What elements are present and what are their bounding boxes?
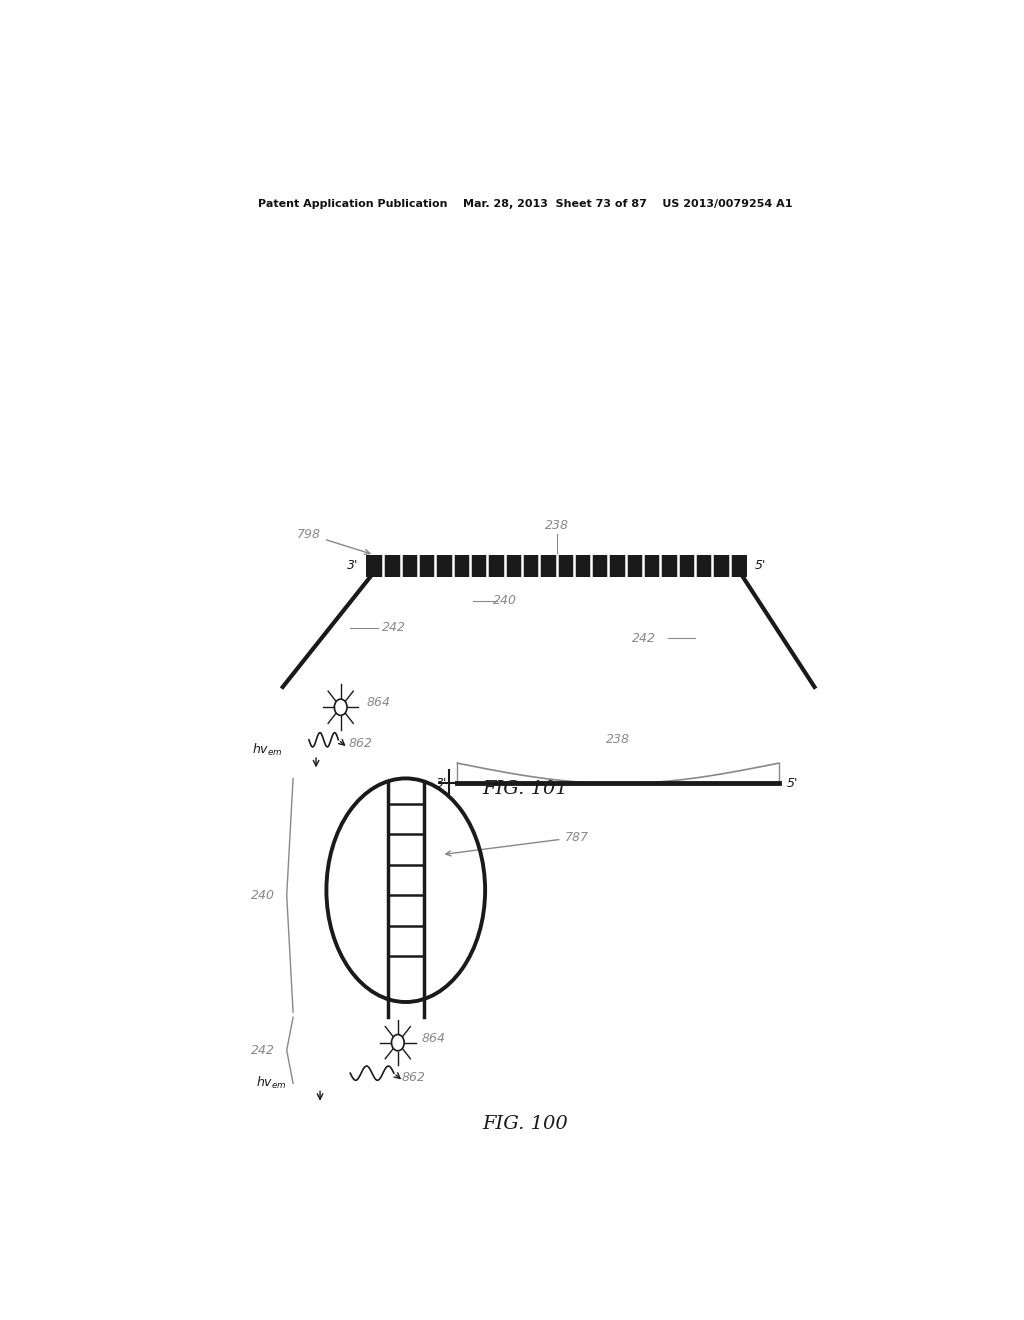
Text: 3': 3'	[436, 777, 447, 789]
Bar	[367, 554, 748, 577]
Text: 3': 3'	[347, 560, 358, 573]
Text: 787: 787	[445, 830, 589, 855]
Text: 5': 5'	[755, 560, 766, 573]
Text: 242: 242	[382, 622, 406, 635]
Text: 242: 242	[251, 1044, 274, 1057]
Text: FIG. 100: FIG. 100	[482, 1115, 567, 1133]
Text: 862: 862	[401, 1071, 426, 1084]
Text: 798: 798	[297, 528, 370, 554]
Text: 864: 864	[422, 1032, 445, 1045]
Text: 240: 240	[493, 594, 517, 607]
Text: 238: 238	[606, 733, 631, 746]
Text: $hv_{em}$: $hv_{em}$	[256, 1076, 287, 1092]
Text: 242: 242	[632, 632, 656, 644]
Text: 240: 240	[251, 888, 274, 902]
Text: FIG. 101: FIG. 101	[482, 780, 567, 797]
Circle shape	[391, 1035, 404, 1051]
Text: 864: 864	[367, 696, 390, 709]
Text: 862: 862	[348, 738, 373, 750]
Text: $hv_{em}$: $hv_{em}$	[252, 742, 283, 758]
Circle shape	[334, 700, 347, 715]
Text: 238: 238	[545, 520, 568, 532]
Text: Patent Application Publication    Mar. 28, 2013  Sheet 73 of 87    US 2013/00792: Patent Application Publication Mar. 28, …	[258, 199, 792, 209]
Text: 5': 5'	[786, 777, 798, 789]
